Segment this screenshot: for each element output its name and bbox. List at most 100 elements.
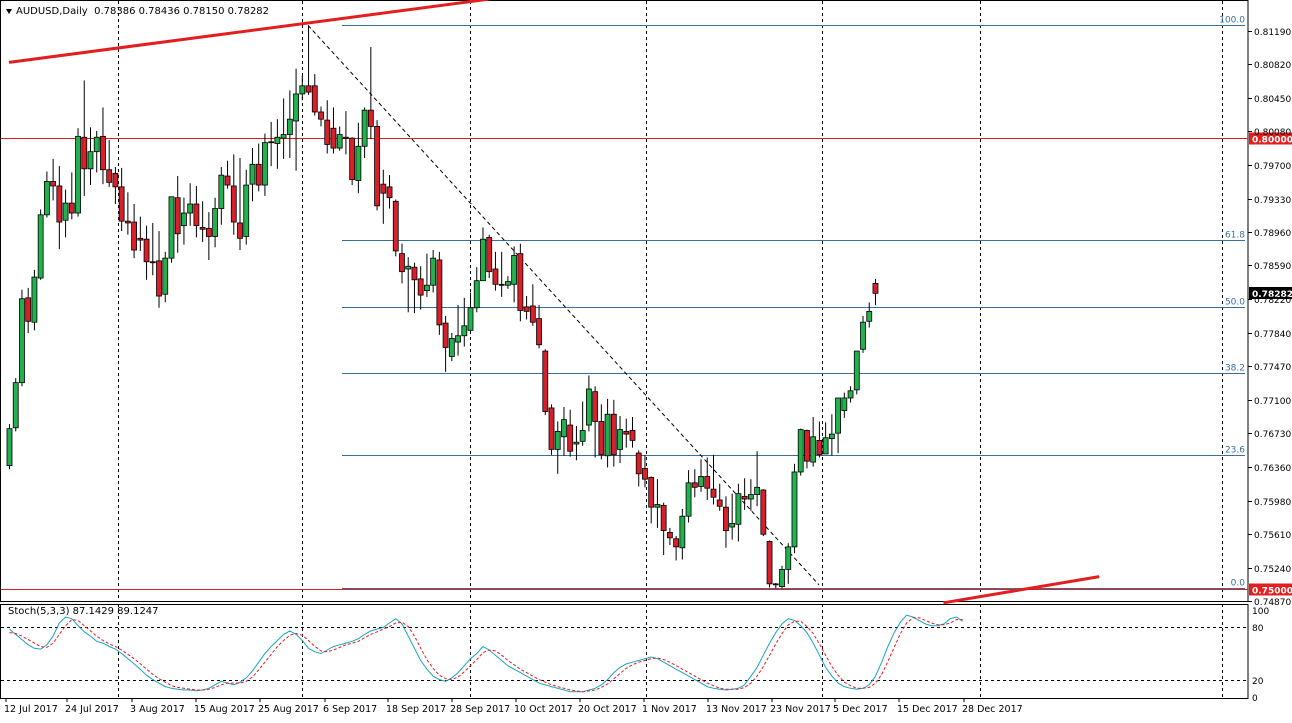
candle xyxy=(243,169,250,245)
candle-body xyxy=(81,136,88,170)
candle xyxy=(785,543,792,584)
y-tick-label: 0.76730 xyxy=(1254,430,1291,440)
candle xyxy=(367,47,374,140)
candle-body xyxy=(735,493,742,525)
candle-body xyxy=(648,476,655,508)
candle-body xyxy=(293,93,299,122)
candle xyxy=(380,169,387,224)
candle xyxy=(623,418,630,448)
candle xyxy=(386,175,393,209)
candle xyxy=(642,454,648,488)
candle-body xyxy=(112,172,119,188)
candle xyxy=(779,565,785,589)
candle-body xyxy=(442,322,449,348)
stoch-y-tick-label: 100 xyxy=(1252,607,1269,617)
candle xyxy=(523,296,530,320)
candle xyxy=(62,189,69,238)
candle-body xyxy=(50,181,57,187)
candle-body xyxy=(19,298,25,384)
candle-body xyxy=(729,523,736,528)
candle xyxy=(704,457,711,500)
candle-body xyxy=(666,532,673,539)
candle-body xyxy=(598,421,605,456)
candle xyxy=(629,416,636,448)
candle-body xyxy=(181,212,187,227)
candle xyxy=(112,167,119,205)
candle xyxy=(255,143,262,192)
candle-body xyxy=(75,135,81,214)
candle-body xyxy=(143,238,150,263)
candle-body xyxy=(542,350,549,412)
candle-body xyxy=(399,253,405,273)
fib-level-label: 23.6 xyxy=(1225,446,1245,456)
candle xyxy=(691,469,698,498)
fib-level-label: 61.8 xyxy=(1225,231,1245,241)
candle-body xyxy=(461,325,468,337)
y-tick-label: 0.75610 xyxy=(1254,531,1291,541)
candle-body xyxy=(124,220,131,224)
candle xyxy=(604,398,611,468)
candle xyxy=(517,243,524,322)
candle-body xyxy=(243,184,250,237)
candle xyxy=(392,199,399,257)
candle-body xyxy=(635,452,642,475)
candle xyxy=(741,478,748,510)
candle-body xyxy=(280,134,287,139)
candle-body xyxy=(841,397,848,412)
candle xyxy=(212,197,218,248)
candle-body xyxy=(137,237,144,241)
candle-body xyxy=(585,388,592,426)
candle xyxy=(448,333,455,361)
chevron-down-icon[interactable] xyxy=(6,8,12,14)
x-tick-label: 3 Aug 2017 xyxy=(130,704,185,715)
candle xyxy=(735,483,742,542)
candle-body xyxy=(149,261,156,264)
candle xyxy=(847,386,854,403)
candle xyxy=(754,451,760,507)
candle-body xyxy=(361,109,368,147)
candle xyxy=(19,289,25,387)
candle-body xyxy=(87,151,94,170)
candle-body xyxy=(492,268,499,285)
candle xyxy=(100,107,106,185)
candle-body xyxy=(311,85,318,113)
candle xyxy=(56,166,63,250)
candle xyxy=(162,251,169,303)
stoch-main-line xyxy=(9,614,963,693)
candle-body xyxy=(374,126,380,207)
candle xyxy=(156,231,162,308)
candle xyxy=(729,493,736,540)
candle xyxy=(866,302,873,328)
stoch-y-tick-label: 80 xyxy=(1252,624,1264,634)
candle-body xyxy=(286,118,293,135)
candle xyxy=(405,257,412,313)
candle-body xyxy=(561,419,567,438)
candle-body xyxy=(224,175,231,186)
candle xyxy=(149,222,156,276)
candle-body xyxy=(131,221,138,251)
candle xyxy=(143,225,150,280)
x-tick-label: 1 Nov 2017 xyxy=(642,704,697,715)
candle xyxy=(124,192,131,235)
candle xyxy=(598,404,605,460)
y-tick-label: 0.80080 xyxy=(1254,128,1291,138)
candle xyxy=(37,209,44,280)
stoch-values: Stoch(5,3,3) 87.1429 89.1247 xyxy=(8,606,159,617)
candle-body xyxy=(498,283,505,286)
candle xyxy=(131,204,138,259)
candle-body xyxy=(324,119,331,145)
candle xyxy=(542,349,549,416)
candle-body xyxy=(93,136,100,153)
candle-body xyxy=(349,137,356,181)
candle-body xyxy=(847,390,854,399)
candle-body xyxy=(268,141,275,144)
candle xyxy=(654,479,661,528)
candle xyxy=(492,251,499,291)
candle xyxy=(399,243,405,284)
candle-body xyxy=(56,185,63,223)
candle-body xyxy=(455,335,461,343)
price-level-tag xyxy=(1249,583,1292,596)
y-tick-label: 0.75240 xyxy=(1254,565,1291,575)
